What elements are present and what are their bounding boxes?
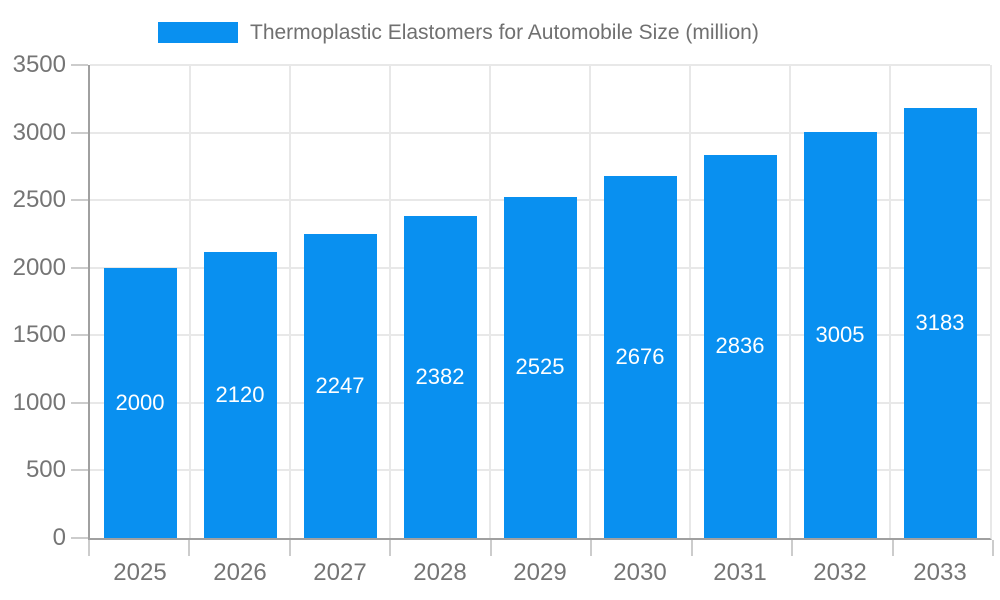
x-axis-label: 2029 bbox=[513, 559, 567, 586]
bar-2028: 2382 bbox=[403, 216, 477, 538]
bar-2031: 2836 bbox=[703, 154, 777, 538]
x-axis-tick bbox=[590, 540, 593, 556]
bar-value-label: 2836 bbox=[715, 333, 765, 359]
x-axis-label: 2030 bbox=[613, 559, 667, 586]
grid-line-vertical bbox=[489, 65, 491, 538]
x-axis-label: 2033 bbox=[913, 559, 967, 586]
x-axis-tick bbox=[188, 540, 191, 556]
x-axis-tick bbox=[992, 540, 994, 556]
x-axis-label: 2032 bbox=[813, 559, 867, 586]
grid-line-vertical bbox=[289, 65, 291, 538]
y-axis-tick bbox=[71, 537, 88, 539]
y-axis-label: 500 bbox=[25, 456, 66, 484]
y-axis-label: 1500 bbox=[12, 321, 66, 349]
grid-line-vertical bbox=[789, 65, 791, 538]
y-axis-tick bbox=[71, 64, 88, 66]
bar-2026: 2120 bbox=[203, 251, 277, 538]
bar-2027: 2247 bbox=[303, 234, 377, 538]
y-axis-label: 3500 bbox=[12, 51, 66, 78]
grid-line-vertical bbox=[189, 65, 191, 538]
legend-swatch bbox=[158, 22, 238, 43]
bar-2030: 2676 bbox=[603, 176, 677, 538]
x-axis-tick bbox=[489, 540, 492, 556]
bar-2029: 2525 bbox=[503, 196, 577, 538]
grid-line-vertical bbox=[389, 65, 391, 538]
bar-value-label: 2525 bbox=[515, 354, 565, 380]
grid-line-horizontal bbox=[90, 64, 990, 66]
y-axis-label: 3000 bbox=[12, 118, 66, 146]
y-axis-label: 2000 bbox=[12, 253, 66, 281]
y-axis-label: 2500 bbox=[12, 186, 66, 214]
y-axis-tick bbox=[71, 266, 88, 269]
y-axis-tick bbox=[71, 334, 88, 337]
bar-value-label: 3183 bbox=[915, 309, 965, 335]
bar-2025: 2000 bbox=[103, 267, 177, 538]
y-axis-tick bbox=[71, 401, 88, 404]
x-axis-tick bbox=[791, 540, 794, 556]
grid-line-vertical bbox=[689, 65, 691, 538]
x-axis-tick bbox=[389, 540, 392, 556]
bar-2033: 3183 bbox=[903, 107, 977, 538]
bar-value-label: 2676 bbox=[615, 344, 665, 370]
x-axis-label: 2025 bbox=[113, 559, 167, 586]
y-axis-label: 1000 bbox=[12, 388, 66, 416]
plot-area: 2000 2120 2247 2382 2525 2676 2836 3005 3183 bbox=[88, 64, 992, 540]
y-axis-tick bbox=[71, 131, 88, 134]
bar-value-label: 2000 bbox=[115, 389, 165, 415]
chart-legend: Thermoplastic Elastomers for Automobile … bbox=[158, 20, 759, 45]
bar-2032: 3005 bbox=[803, 131, 877, 538]
grid-line-vertical bbox=[889, 65, 891, 538]
x-axis-tick bbox=[690, 540, 693, 556]
y-axis-label: 0 bbox=[52, 524, 66, 551]
x-axis-tick bbox=[288, 540, 291, 556]
y-axis-tick bbox=[71, 199, 88, 202]
x-axis-label: 2028 bbox=[413, 559, 467, 586]
bar-value-label: 2382 bbox=[415, 364, 465, 390]
bar-value-label: 3005 bbox=[815, 321, 865, 347]
x-axis-tick bbox=[88, 540, 90, 556]
bar-value-label: 2247 bbox=[315, 373, 365, 399]
bar-value-label: 2120 bbox=[215, 381, 265, 407]
x-axis-label: 2027 bbox=[313, 559, 367, 586]
grid-line-vertical bbox=[589, 65, 591, 538]
grid-line-horizontal bbox=[90, 131, 990, 134]
x-axis-label: 2026 bbox=[213, 559, 267, 586]
x-axis-tick bbox=[891, 540, 894, 556]
x-axis-label: 2031 bbox=[713, 559, 767, 586]
y-axis-tick bbox=[71, 469, 88, 472]
chart-title: Thermoplastic Elastomers for Automobile … bbox=[250, 21, 759, 44]
